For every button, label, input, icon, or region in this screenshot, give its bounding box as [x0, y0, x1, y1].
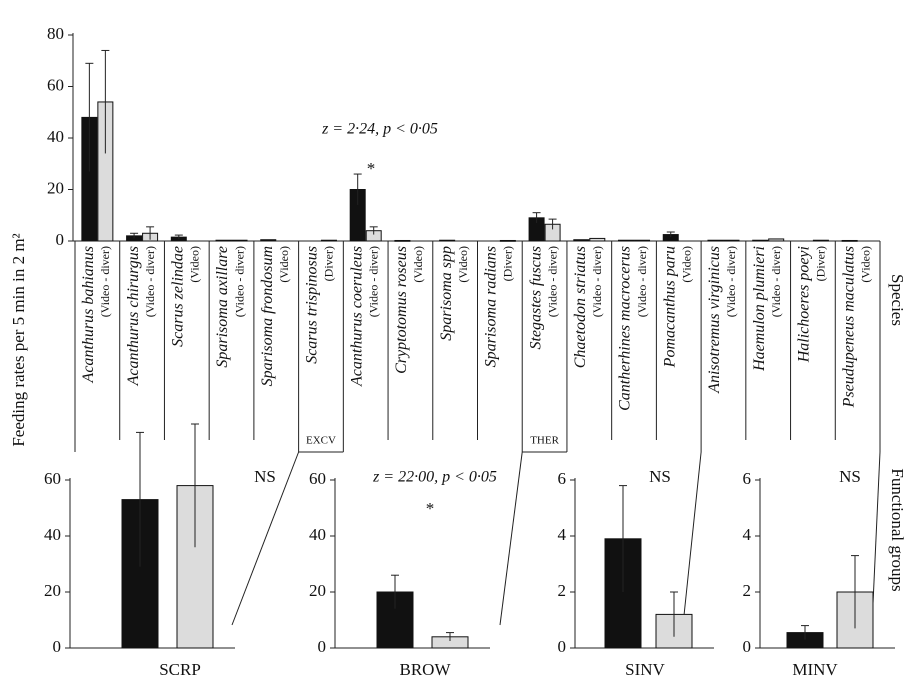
y-tick-label: 4 — [558, 525, 567, 544]
y-tick-label: 2 — [743, 581, 752, 600]
y-tick-label: 40 — [44, 525, 61, 544]
bar — [842, 240, 857, 241]
y-tick-label: 40 — [47, 127, 64, 146]
bar — [395, 240, 410, 241]
species-label: Sparisoma spp — [438, 246, 455, 341]
method-label: (Video) — [277, 246, 291, 283]
species-label: Sparisoma frondosum — [259, 246, 276, 386]
group-label: THER — [530, 435, 559, 447]
method-label: (Video - diver) — [366, 246, 380, 317]
y-tick-label: 60 — [44, 469, 61, 488]
bar — [321, 240, 336, 241]
y-tick-label: 4 — [743, 525, 752, 544]
species-label: Pomacanthus paru — [661, 246, 678, 368]
bar — [574, 240, 589, 241]
species-label: Sparisoma axillare — [214, 246, 231, 368]
method-label: (Video) — [858, 246, 872, 283]
y-tick-label: 40 — [309, 525, 326, 544]
bar — [724, 240, 739, 241]
y-tick-label: 0 — [558, 637, 567, 656]
species-label: Haemulon plumieri — [751, 246, 768, 372]
bar — [813, 240, 828, 241]
right-label: Functional groups — [888, 468, 907, 591]
y-tick-label: 0 — [56, 230, 65, 249]
annotation: NS — [839, 467, 861, 486]
method-label: (Video) — [456, 246, 470, 283]
species-label: Halichoeres poeyi — [796, 246, 813, 363]
species-label: Stegastes fuscus — [527, 246, 544, 350]
y-tick-label: 6 — [743, 469, 752, 488]
method-label: (Diver) — [814, 246, 828, 281]
method-label: (Video) — [188, 246, 202, 283]
method-label: (Video - diver) — [98, 246, 112, 317]
annotation: * — [367, 159, 376, 178]
species-label: Pseudupeneus maculatus — [840, 246, 857, 408]
method-label: (Video) — [411, 246, 425, 283]
species-label: Cryptotomus roseus — [393, 246, 410, 374]
x-axis-label: SINV — [625, 660, 665, 679]
species-label: Scarus zelindae — [169, 246, 186, 347]
annotation: z = 2·24, p < 0·05 — [321, 121, 438, 138]
method-label: (Video - diver) — [545, 246, 559, 317]
bar — [232, 240, 247, 241]
annotation: NS — [649, 467, 671, 486]
figure: Feeding rates per 5 min in 2 m² Species … — [0, 0, 911, 680]
x-axis-label: SCRP — [159, 660, 201, 679]
bar — [619, 240, 634, 241]
bar — [769, 239, 784, 241]
method-label: (Video - diver) — [635, 246, 649, 317]
y-tick-label: 0 — [743, 637, 752, 656]
species-label: Sparisoma radians — [483, 246, 500, 367]
y-axis-label: Feeding rates per 5 min in 2 m² — [9, 233, 28, 446]
y-tick-label: 2 — [558, 581, 567, 600]
y-tick-label: 0 — [53, 637, 62, 656]
bar — [708, 240, 723, 241]
bar — [590, 238, 605, 241]
zoom-connector — [683, 452, 701, 625]
method-label: (Video - diver) — [769, 246, 783, 317]
bar — [635, 240, 650, 241]
species-label: Chaetodon striatus — [572, 246, 589, 368]
bar — [216, 240, 231, 241]
method-label: (Video - diver) — [590, 246, 604, 317]
y-tick-label: 60 — [47, 75, 64, 94]
right-label: Species — [888, 274, 907, 326]
bar — [261, 240, 276, 241]
annotation: * — [426, 499, 435, 518]
zoom-connector — [500, 452, 522, 625]
method-label: (Video - diver) — [232, 246, 246, 317]
bar — [500, 240, 515, 241]
bar — [753, 240, 768, 241]
y-tick-label: 60 — [309, 469, 326, 488]
y-tick-label: 0 — [318, 637, 327, 656]
y-tick-label: 20 — [309, 581, 326, 600]
annotation: NS — [254, 467, 276, 486]
y-tick-label: 80 — [47, 24, 64, 43]
species-label: Acanthurus chirurgus — [125, 246, 142, 386]
method-label: (Video - diver) — [724, 246, 738, 317]
method-label: (Diver) — [501, 246, 515, 281]
y-tick-label: 20 — [44, 581, 61, 600]
method-label: (Video) — [680, 246, 694, 283]
method-label: (Video - diver) — [143, 246, 157, 317]
bar — [440, 240, 455, 241]
x-axis-label: MINV — [792, 660, 838, 679]
y-tick-label: 6 — [558, 469, 567, 488]
species-label: Anisotremus virginicus — [706, 246, 723, 394]
species-label: Acanthurus bahianus — [80, 246, 97, 383]
species-label: Acanthurus coeruleus — [348, 246, 365, 387]
method-label: (Diver) — [322, 246, 336, 281]
group-label: EXCV — [306, 435, 336, 447]
y-tick-label: 20 — [47, 178, 64, 197]
species-label: Cantherhines macrocerus — [617, 246, 634, 411]
species-label: Scarus trispinosus — [304, 246, 321, 364]
x-axis-label: BROW — [400, 660, 452, 679]
annotation: z = 22·00, p < 0·05 — [372, 469, 497, 486]
